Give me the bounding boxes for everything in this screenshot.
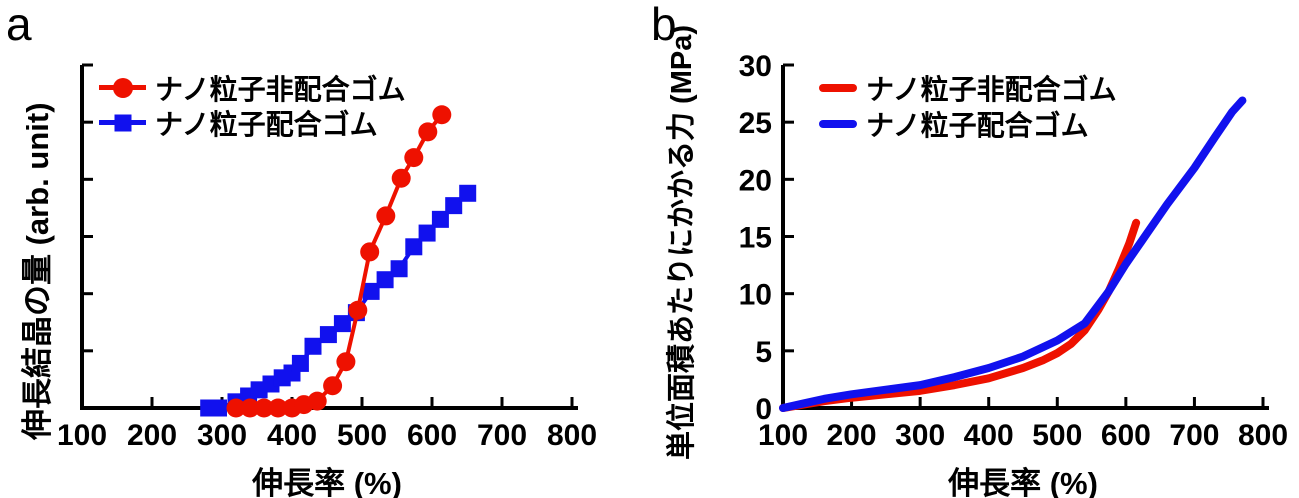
chart-a-data-point-square [445,197,463,215]
chart-b-y-tick-label: 10 [739,279,772,312]
chart-a-x-tick-label: 200 [127,419,177,452]
legend-label: ナノ粒子非配合ゴム [155,73,406,105]
chart-a-legend: ナノ粒子非配合ゴム ナノ粒子配合ゴム [99,70,406,140]
panel-label-b: b [651,0,677,50]
legend-swatch [99,77,146,99]
chart-b-y-tick-label: 15 [739,222,772,255]
chart-a-x-tick-label: 100 [57,419,107,452]
chart-b-y-tick-label: 20 [739,164,772,197]
chart-a-data-point-circle [268,398,288,418]
legend-item-nanofilled-rubber: ナノ粒子配合ゴム [99,105,406,140]
chart-a-data-point-circle [240,398,260,418]
legend-circle-marker-icon [112,77,133,98]
chart-a-data-point-circle [323,376,343,396]
chart-b-y-tick-label: 5 [755,336,772,369]
chart-b-y-tick-label: 30 [739,50,772,83]
chart-a-x-tick-label: 700 [477,419,527,452]
chart-a-data-point-square [210,399,227,417]
chart-a-x-tick-label: 400 [267,419,317,452]
chart-b-series-line-0 [779,218,1141,412]
chart-a-x-tick-label: 800 [547,419,597,452]
chart-b-x-tick-label: 300 [895,419,945,452]
legend-label: ナノ粒子配合ゴム [155,108,378,140]
chart-b-x-tick-label: 800 [1238,419,1288,452]
chart-b-x-tick-label: 600 [1101,419,1151,452]
chart-a-data-point-circle [307,391,327,411]
chart-a-data-point-square [319,326,337,344]
legend-line-red [819,84,857,92]
legend-item-unfilled-rubber: ナノ粒子非配合ゴム [819,70,1117,106]
legend-item-nanofilled-rubber: ナノ粒子配合ゴム [819,106,1117,142]
legend-square-marker-icon [114,114,131,131]
chart-a-data-point-circle [348,300,368,320]
panel-label-a: a [6,0,32,50]
chart-a-data-point-circle [432,105,452,125]
chart-a-data-point-square [362,282,380,300]
chart-a-data-point-circle [418,122,438,142]
chart-b-x-tick-label: 100 [758,419,808,452]
chart-a-y-axis-title: 伸長結晶の量 (arb. unit) [20,102,55,440]
chart-a-data-point-circle [360,242,380,262]
chart-b-y-axis-title: 単位面積あたりにかかる力 (MPa) [666,24,698,460]
chart-a-data-point-circle [404,148,424,168]
chart-b-x-tick-label: 500 [1032,419,1082,452]
chart-a-data-point-square [459,184,477,202]
chart-a-x-tick-label: 300 [197,419,247,452]
legend-swatch [819,77,857,99]
chart-b-x-tick-label: 200 [827,419,877,452]
chart-b-x-tick-label: 700 [1169,419,1219,452]
chart-b-y-tick-label: 25 [739,107,772,140]
legend-item-unfilled-rubber: ナノ粒子非配合ゴム [99,70,406,105]
chart-b-y-tick-label: 0 [755,393,772,426]
chart-a-data-point-square [291,354,309,372]
legend-swatch [99,112,146,134]
legend-label: ナノ粒子非配合ゴム [866,74,1117,105]
chart-a-data-point-square [418,224,436,242]
chart-a-x-tick-label: 500 [337,419,387,452]
chart-a-data-point-square [405,238,423,256]
chart-a-x-tick-label: 600 [407,419,457,452]
chart-b-series-line-1 [779,96,1247,412]
chart-a-data-point-square [333,315,351,333]
chart-a-data-point-square [376,271,394,289]
legend-label: ナノ粒子配合ゴム [866,110,1089,141]
chart-a-data-point-square [304,337,322,355]
chart-a-data-point-circle [254,398,274,418]
chart-a-x-axis-title: 伸長率 (%) [252,466,402,498]
legend-swatch [819,113,857,135]
chart-b-x-tick-label: 400 [964,419,1014,452]
chart-b-legend: ナノ粒子非配合ゴム ナノ粒子配合ゴム [819,70,1117,142]
chart-a-data-point-circle [376,206,396,226]
chart-a-data-point-square [431,210,449,228]
legend-line-blue [819,120,857,128]
chart-a-data-point-square [390,260,408,278]
chart-a-data-point-circle [226,398,246,418]
chart-b-x-axis-title: 伸長率 (%) [948,466,1098,498]
chart-a-data-point-circle [391,168,411,188]
chart-a-data-point-circle [336,352,356,372]
